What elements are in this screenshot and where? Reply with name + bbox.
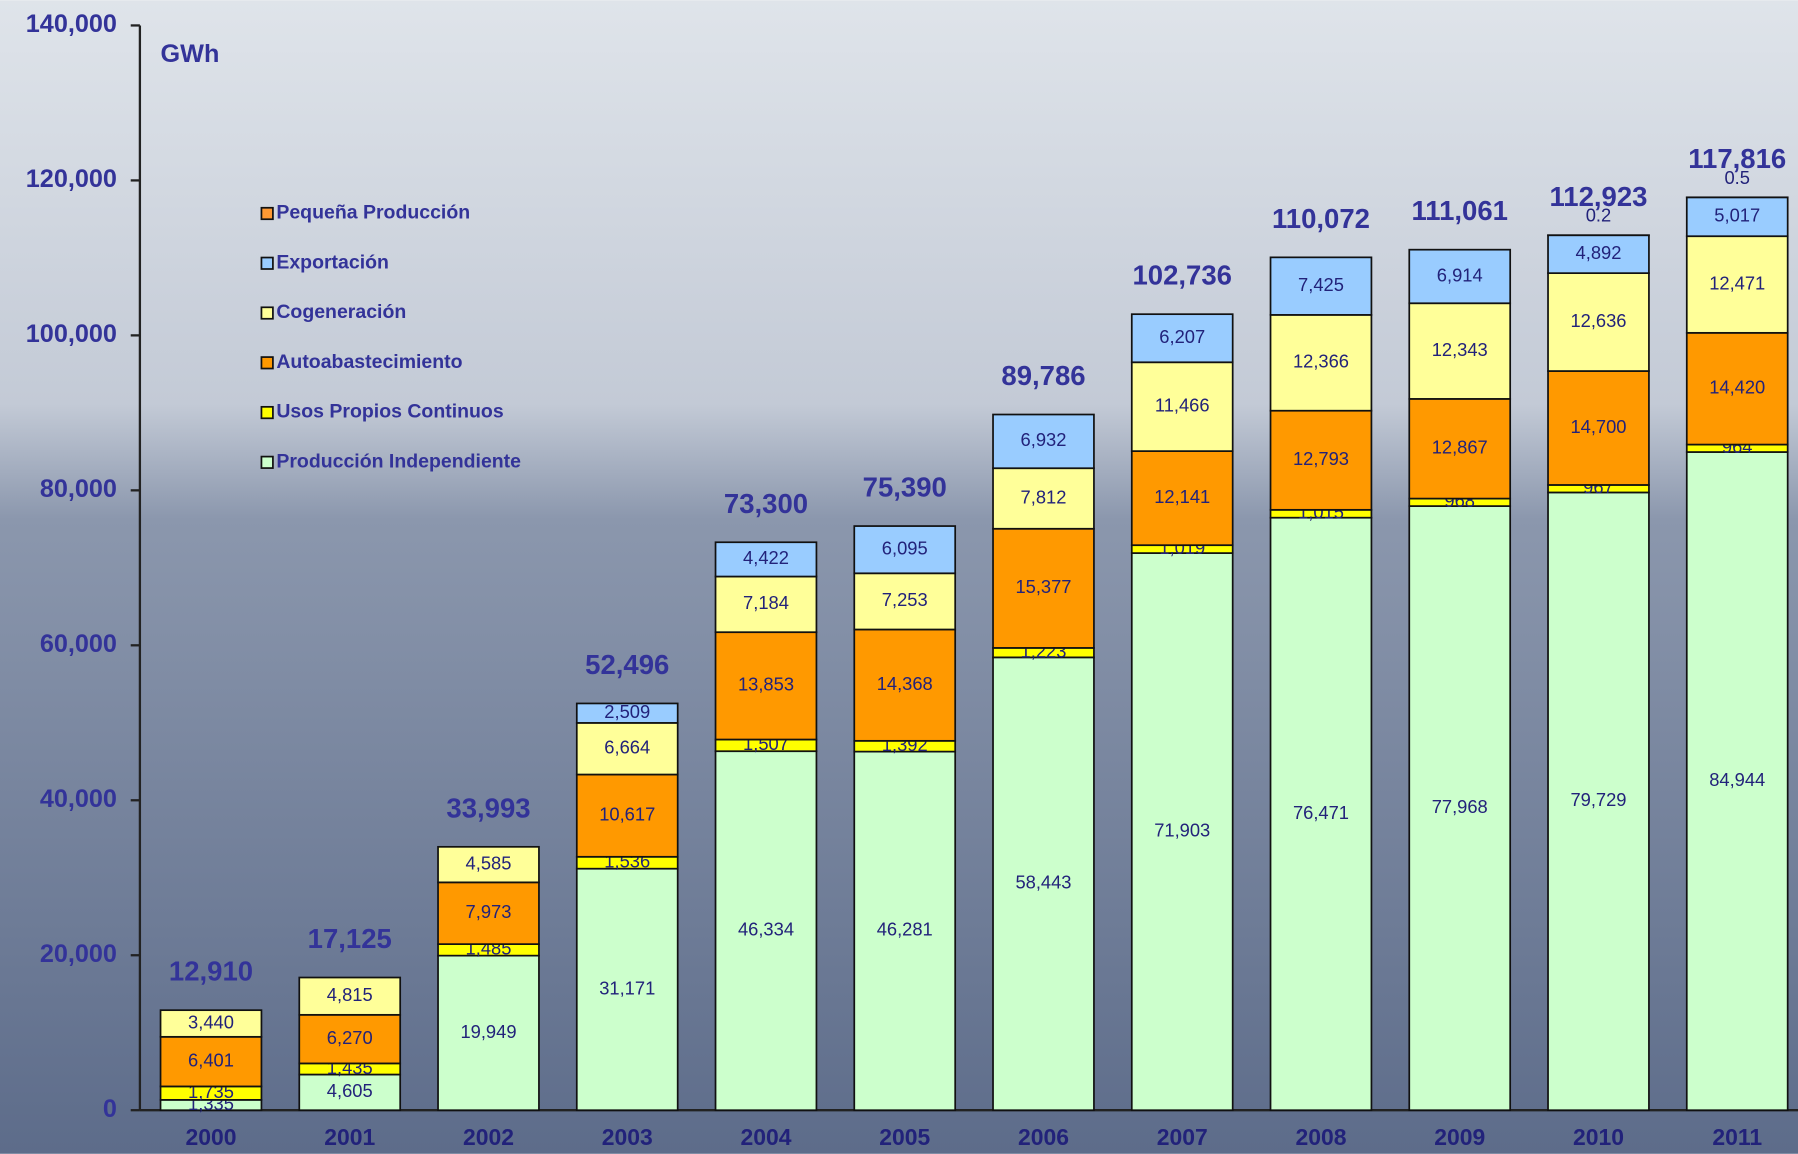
value-label: 31,171 bbox=[599, 977, 655, 998]
x-tick-label: 2003 bbox=[602, 1124, 653, 1150]
legend-label: Cogeneración bbox=[276, 301, 406, 323]
chart: GWh 0 20,000 40,000 60,000 80,000 100,000 120,… bbox=[0, 0, 1798, 1154]
legend-label: Pequeña Producción bbox=[276, 202, 470, 224]
value-label: 2,509 bbox=[604, 701, 650, 722]
value-label: 4,892 bbox=[1576, 242, 1622, 263]
x-tick-label: 2011 bbox=[1712, 1124, 1762, 1150]
value-label: 6,914 bbox=[1437, 264, 1483, 285]
total-label: 33,993 bbox=[446, 792, 530, 823]
value-label: 6,207 bbox=[1159, 326, 1205, 347]
x-tick-label: 2007 bbox=[1157, 1124, 1208, 1150]
legend-swatch bbox=[261, 407, 272, 418]
value-label: 14,368 bbox=[877, 673, 933, 694]
x-tick-label: 2002 bbox=[463, 1124, 514, 1150]
total-label: 12,910 bbox=[169, 956, 253, 987]
value-label: 46,281 bbox=[877, 919, 933, 940]
legend-swatch bbox=[261, 457, 272, 468]
x-tick-label: 2008 bbox=[1295, 1124, 1346, 1150]
total-label: 112,923 bbox=[1550, 181, 1648, 212]
value-label: 6,932 bbox=[1021, 429, 1067, 450]
y-tick-label: 100,000 bbox=[26, 320, 117, 348]
value-label: 4,605 bbox=[327, 1080, 373, 1101]
value-label: 46,334 bbox=[738, 919, 794, 940]
value-label: 4,585 bbox=[466, 852, 512, 873]
y-tick-label: 120,000 bbox=[26, 165, 117, 193]
legend-swatch bbox=[261, 357, 272, 368]
y-tick-label: 140,000 bbox=[26, 10, 117, 38]
value-label: 10,617 bbox=[599, 803, 655, 824]
value-label: 3,440 bbox=[188, 1011, 234, 1032]
total-label: 117,816 bbox=[1688, 143, 1786, 174]
value-label: 6,664 bbox=[604, 737, 650, 758]
total-label: 75,390 bbox=[863, 472, 947, 503]
total-label: 102,736 bbox=[1132, 260, 1231, 291]
value-label: 77,968 bbox=[1432, 796, 1488, 817]
value-label: 84,944 bbox=[1709, 769, 1765, 790]
value-label: 13,853 bbox=[738, 674, 794, 695]
value-label: 14,700 bbox=[1570, 416, 1626, 437]
value-label: 71,903 bbox=[1154, 819, 1210, 840]
x-tick-label: 2005 bbox=[879, 1124, 930, 1150]
total-label: 17,125 bbox=[308, 923, 392, 954]
value-label: 6,401 bbox=[188, 1049, 234, 1070]
value-label: 12,366 bbox=[1293, 351, 1349, 372]
value-label: 7,184 bbox=[743, 592, 789, 613]
value-label: 5,017 bbox=[1714, 205, 1760, 226]
value-label: 7,253 bbox=[882, 589, 928, 610]
value-label: 76,471 bbox=[1293, 802, 1349, 823]
x-tick-label: 2006 bbox=[1018, 1124, 1069, 1150]
value-label: 12,343 bbox=[1432, 339, 1488, 360]
x-tick-label: 2004 bbox=[740, 1124, 791, 1150]
x-tick-label: 2001 bbox=[324, 1124, 375, 1150]
total-label: 52,496 bbox=[585, 649, 669, 680]
value-label: 11,466 bbox=[1155, 395, 1210, 416]
value-label: 6,095 bbox=[882, 538, 928, 559]
value-label: 12,471 bbox=[1709, 272, 1765, 293]
value-label: 79,729 bbox=[1570, 789, 1626, 810]
legend-swatch bbox=[261, 307, 272, 318]
legend-label: Producción Independiente bbox=[276, 450, 521, 472]
total-label: 73,300 bbox=[724, 488, 808, 519]
total-label: 89,786 bbox=[1001, 360, 1085, 391]
value-label: 12,793 bbox=[1293, 448, 1349, 469]
value-label: 4,815 bbox=[327, 984, 373, 1005]
unit-label: GWh bbox=[161, 40, 220, 68]
value-label: 58,443 bbox=[1015, 872, 1071, 893]
x-tick-label: 2009 bbox=[1434, 1124, 1485, 1150]
value-label: 12,636 bbox=[1570, 310, 1626, 331]
legend-label: Exportación bbox=[276, 251, 389, 273]
value-label: 14,420 bbox=[1709, 377, 1765, 398]
value-label: 7,812 bbox=[1021, 486, 1067, 507]
value-label: 19,949 bbox=[460, 1021, 516, 1042]
y-tick-label: 60,000 bbox=[40, 630, 117, 658]
value-label: 7,973 bbox=[466, 901, 512, 922]
total-label: 111,061 bbox=[1412, 195, 1508, 226]
value-label: 6,270 bbox=[327, 1027, 373, 1048]
value-label: 7,425 bbox=[1298, 274, 1344, 295]
value-label: 12,141 bbox=[1154, 486, 1210, 507]
legend-label: Usos Propios Continuos bbox=[276, 401, 503, 423]
y-tick-label: 20,000 bbox=[40, 940, 117, 968]
x-tick-label: 2000 bbox=[185, 1124, 236, 1150]
x-tick-label: 2010 bbox=[1573, 1124, 1624, 1150]
value-label: 4,422 bbox=[743, 547, 789, 568]
y-tick-label: 0 bbox=[103, 1095, 117, 1123]
y-tick-label: 80,000 bbox=[40, 475, 117, 503]
total-label: 110,072 bbox=[1272, 203, 1370, 234]
legend-swatch bbox=[261, 258, 272, 269]
value-label: 12,867 bbox=[1432, 437, 1488, 458]
value-label: 15,377 bbox=[1015, 576, 1071, 597]
legend-swatch bbox=[261, 208, 272, 219]
y-tick-label: 40,000 bbox=[40, 785, 117, 813]
legend-label: Autoabastecimiento bbox=[276, 351, 462, 373]
